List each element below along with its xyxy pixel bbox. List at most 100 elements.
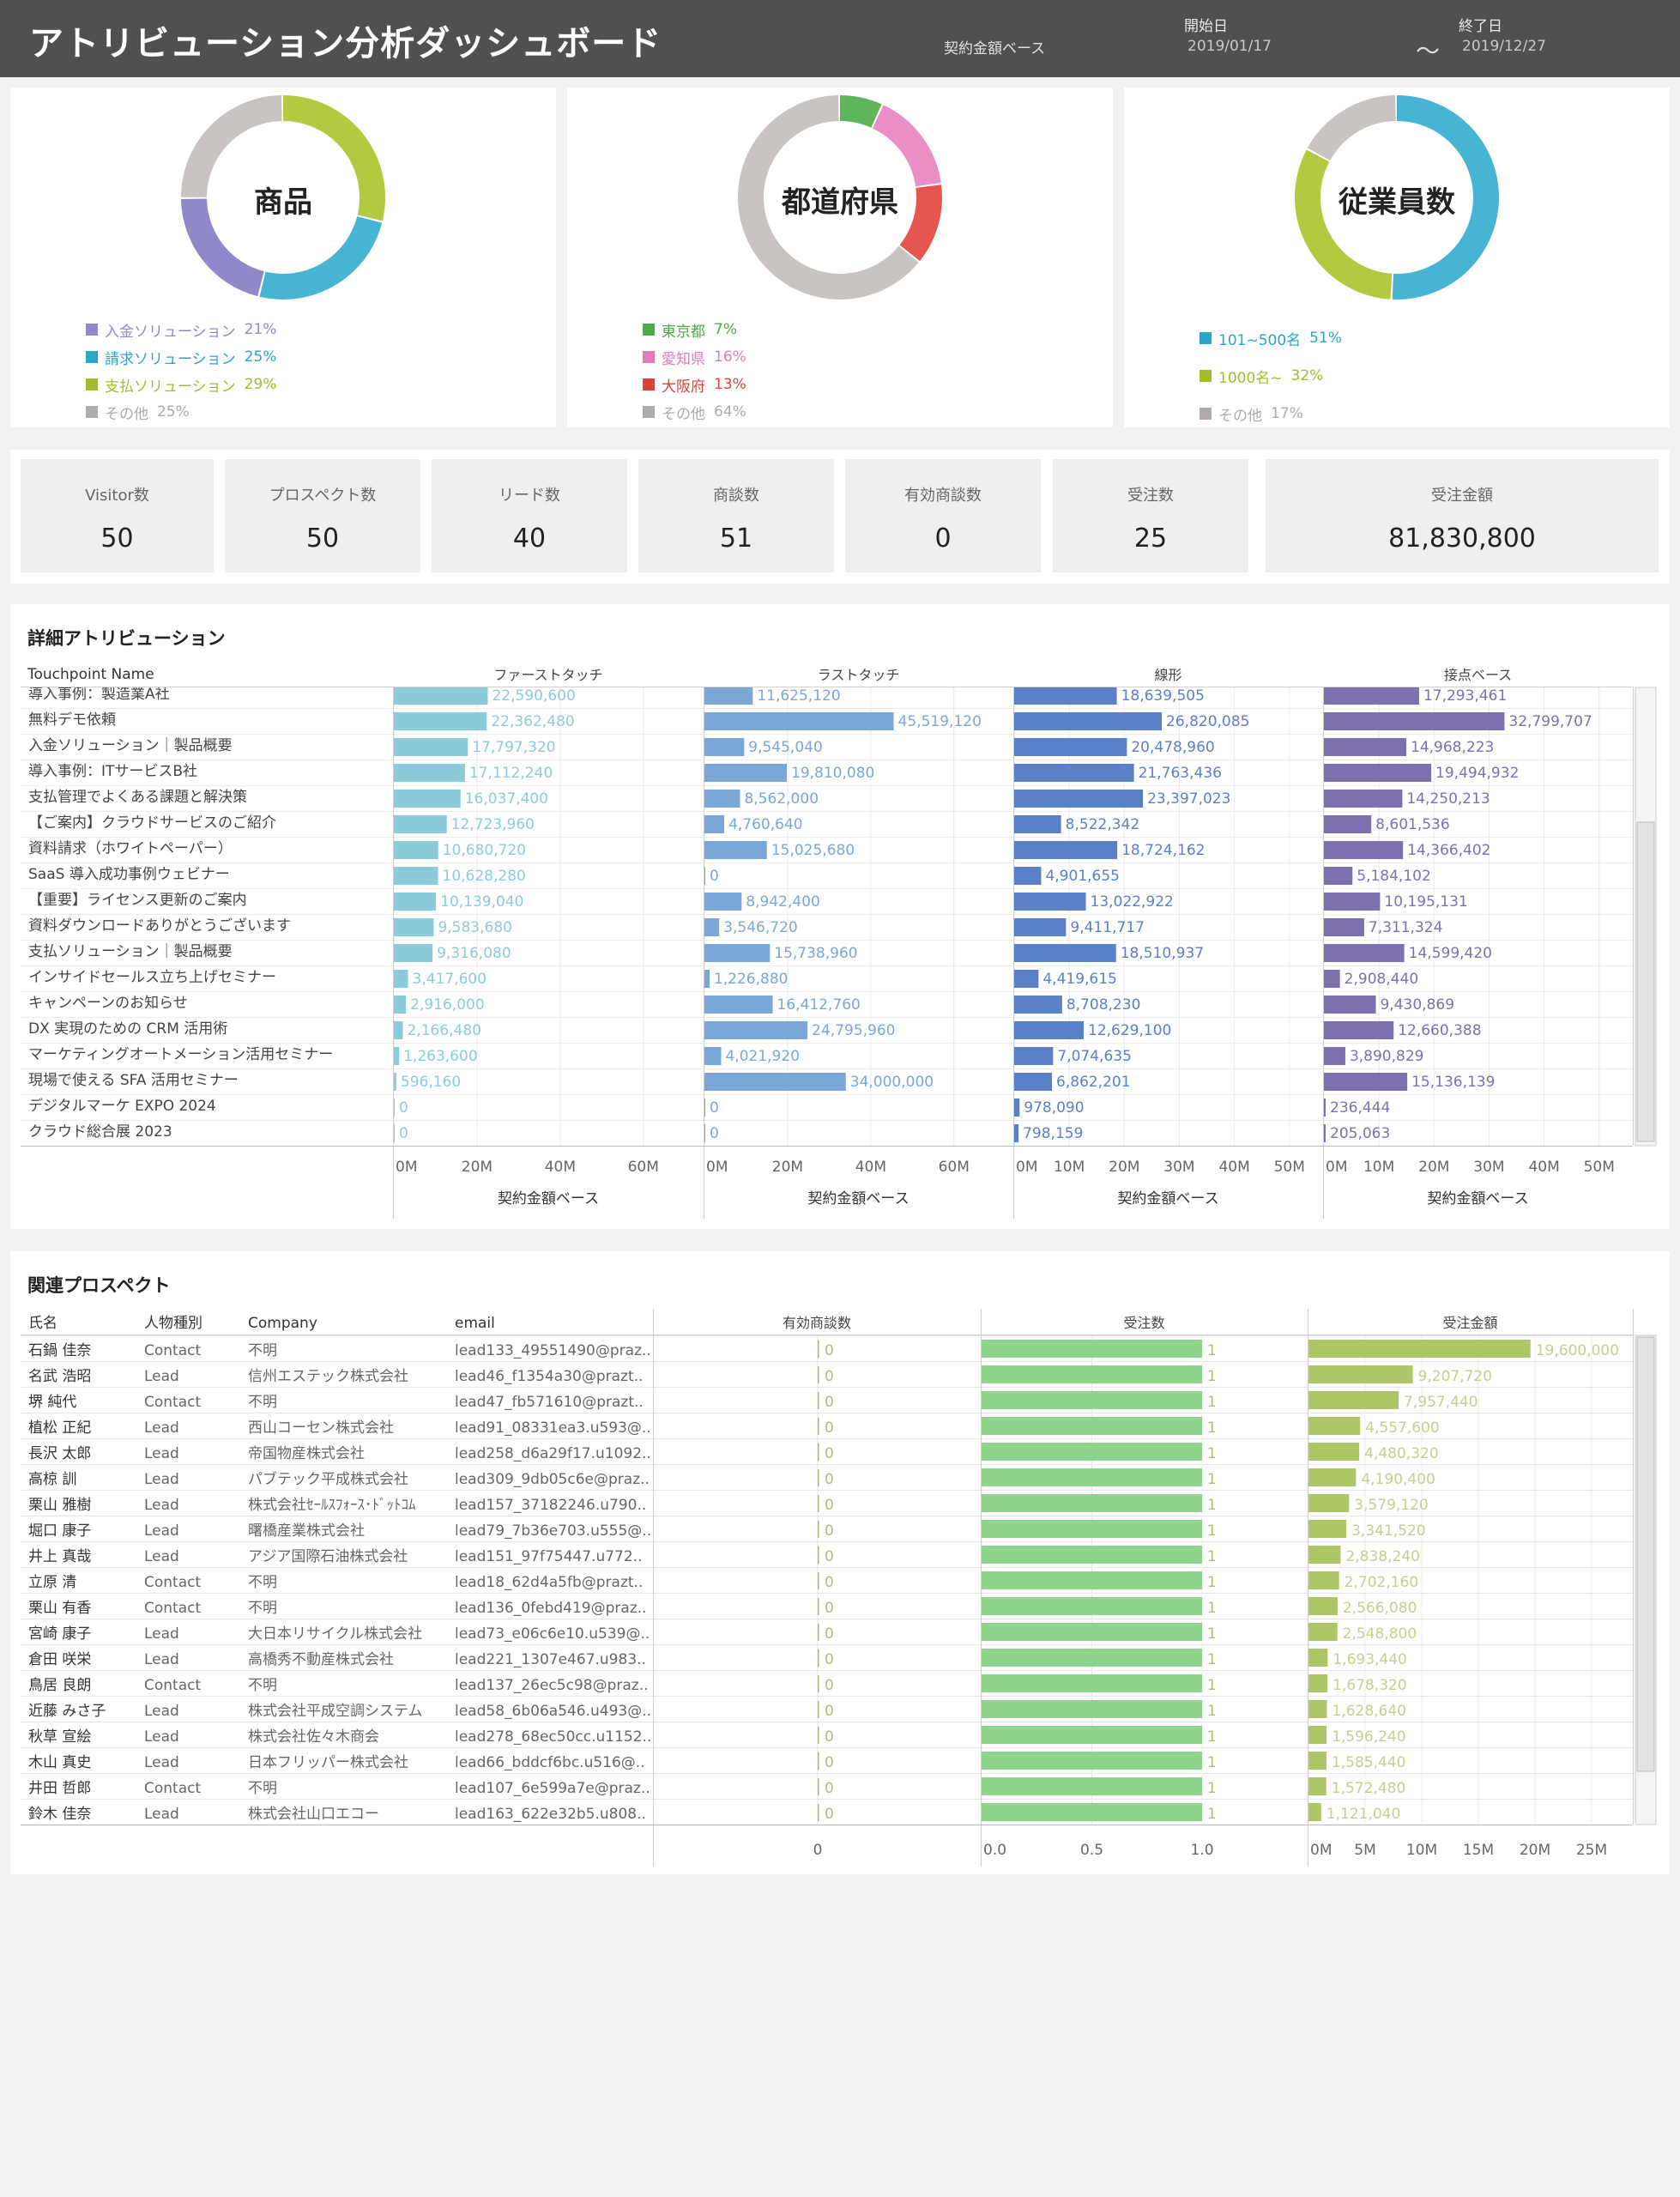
prospect-bar[interactable]	[1308, 1365, 1413, 1383]
touchpoint-label[interactable]: SaaS 導入成功事例ウェビナー	[28, 866, 230, 883]
attribution-bar[interactable]	[394, 712, 487, 730]
attribution-bar[interactable]	[704, 918, 720, 936]
prospect-bar[interactable]	[1308, 1726, 1327, 1744]
prospect-bar[interactable]	[1308, 1700, 1327, 1718]
attribution-bar[interactable]	[1324, 764, 1432, 782]
touchpoint-label[interactable]: 無料デモ依頼	[28, 711, 116, 729]
prospect-cell[interactable]: Lead	[144, 1548, 179, 1565]
legend-item[interactable]: 1000名~ 32%	[1200, 357, 1342, 395]
prospect-bar[interactable]	[982, 1340, 1202, 1358]
prospect-cell[interactable]: Lead	[144, 1625, 179, 1643]
prospect-bar[interactable]	[1308, 1752, 1326, 1770]
prospect-bar[interactable]	[982, 1803, 1202, 1821]
attribution-bar[interactable]	[704, 1098, 705, 1117]
touchpoint-label[interactable]: 【重要】ライセンス更新のご案内	[28, 892, 247, 909]
prospect-bar[interactable]	[818, 1521, 819, 1538]
prospect-cell[interactable]: 不明	[248, 1342, 277, 1359]
attribution-bar[interactable]	[704, 996, 773, 1014]
attribution-bar[interactable]	[1014, 867, 1042, 885]
attribution-bar[interactable]	[704, 893, 742, 911]
touchpoint-label[interactable]: 資料ダウンロードありがとうございます	[28, 917, 291, 935]
prospect-cell[interactable]: Lead	[144, 1419, 179, 1437]
attribution-bar[interactable]	[1324, 944, 1405, 962]
prospect-bar[interactable]	[1308, 1803, 1321, 1821]
prospect-cell[interactable]: lead46_f1354a30@prazt..	[455, 1368, 643, 1385]
attribution-bar[interactable]	[704, 1047, 722, 1065]
prospect-bar[interactable]	[1308, 1520, 1347, 1538]
prospect-cell[interactable]: lead278_68ec50cc.u1152..	[455, 1728, 651, 1746]
prospect-bar[interactable]	[982, 1391, 1202, 1409]
attribution-bar[interactable]	[1014, 893, 1086, 911]
prospect-cell[interactable]: Contact	[144, 1574, 201, 1591]
prospect-cell[interactable]: lead157_37182246.u790..	[455, 1497, 646, 1514]
attribution-bar[interactable]	[1324, 1073, 1408, 1091]
prospect-cell[interactable]: Lead	[144, 1497, 179, 1514]
prospect-cell[interactable]: lead137_26ec5c98@praz..	[455, 1677, 649, 1694]
prospect-cell[interactable]: 近藤 みさ子	[28, 1703, 106, 1720]
prospect-bar[interactable]	[818, 1804, 819, 1821]
prospect-cell[interactable]: lead58_6b06a546.u493@..	[455, 1703, 651, 1720]
prospect-bar[interactable]	[1308, 1340, 1531, 1358]
prospect-bar[interactable]	[982, 1468, 1202, 1486]
attribution-bar[interactable]	[704, 712, 894, 730]
attribution-bar[interactable]	[1324, 738, 1407, 756]
prospect-bar[interactable]	[818, 1727, 819, 1744]
prospect-bar[interactable]	[818, 1392, 819, 1409]
attribution-bar[interactable]	[1324, 1047, 1345, 1065]
attribution-bar[interactable]	[1324, 841, 1404, 859]
prospect-cell[interactable]: lead309_9db05c6e@praz..	[455, 1471, 650, 1488]
attribution-bar[interactable]	[394, 1124, 395, 1142]
prospect-cell[interactable]: 不明	[248, 1780, 277, 1797]
attribution-bar[interactable]	[394, 944, 433, 962]
attribution-bar[interactable]	[1014, 712, 1163, 730]
attribution-bar[interactable]	[1014, 1124, 1019, 1142]
scrollbar-thumb[interactable]	[1636, 821, 1655, 1142]
prospect-cell[interactable]: 不明	[248, 1600, 277, 1617]
prospect-bar[interactable]	[818, 1572, 819, 1589]
attribution-bar[interactable]	[704, 738, 745, 756]
attribution-bar[interactable]	[704, 764, 788, 782]
touchpoint-label[interactable]: キャンペーンのお知らせ	[28, 995, 188, 1012]
attribution-bar[interactable]	[704, 944, 771, 962]
attribution-bar[interactable]	[394, 918, 434, 936]
prospect-cell[interactable]: パブテック平成株式会社	[248, 1470, 408, 1488]
prospect-bar[interactable]	[818, 1546, 819, 1564]
attribution-bar[interactable]	[1324, 1124, 1326, 1142]
prospect-bar[interactable]	[818, 1418, 819, 1435]
prospect-bar[interactable]	[982, 1649, 1202, 1667]
prospect-cell[interactable]: lead79_7b36e703.u555@..	[455, 1522, 651, 1540]
prospect-bar[interactable]	[818, 1598, 819, 1615]
kpi-card-1[interactable]: Visitor数 50	[21, 459, 214, 572]
prospect-bar[interactable]	[982, 1700, 1202, 1718]
prospect-bar[interactable]	[818, 1341, 819, 1358]
attribution-bar[interactable]	[394, 764, 465, 782]
attribution-bar[interactable]	[1324, 1021, 1394, 1039]
prospect-cell[interactable]: Lead	[144, 1471, 179, 1488]
touchpoint-label[interactable]: DX 実現のための CRM 活用術	[28, 1020, 227, 1038]
prospect-cell[interactable]: Contact	[144, 1600, 201, 1617]
basis-label[interactable]: 契約金額ベース	[944, 40, 1046, 57]
attribution-bar[interactable]	[1014, 815, 1061, 833]
attribution-bar[interactable]	[1014, 790, 1144, 808]
attribution-bar[interactable]	[1014, 738, 1127, 756]
attribution-bar[interactable]	[394, 1021, 403, 1039]
prospect-bar[interactable]	[818, 1701, 819, 1718]
prospect-cell[interactable]: 信州エステック株式会社	[248, 1368, 408, 1385]
prospect-bar[interactable]	[982, 1494, 1202, 1512]
start-date-value[interactable]: 2019/01/17	[1187, 38, 1272, 55]
attribution-bar[interactable]	[704, 687, 753, 705]
prospect-bar[interactable]	[818, 1443, 819, 1461]
kpi-card-2[interactable]: プロスペクト数 50	[225, 459, 420, 572]
prospect-bar[interactable]	[1308, 1494, 1350, 1512]
kpi-card-4[interactable]: 商談数 51	[638, 459, 834, 572]
prospect-cell[interactable]: lead91_08331ea3.u593@..	[455, 1419, 651, 1437]
attribution-bar[interactable]	[394, 841, 438, 859]
prospect-cell[interactable]: 大日本リサイクル株式会社	[248, 1625, 422, 1643]
prospect-bar[interactable]	[1308, 1443, 1360, 1461]
prospect-cell[interactable]: 高椋 訓	[28, 1471, 76, 1488]
legend-item[interactable]: その他 25%	[86, 398, 276, 426]
prospect-cell[interactable]: 秋草 宣絵	[28, 1728, 91, 1746]
attribution-bar[interactable]	[394, 738, 468, 756]
prospect-bar[interactable]	[818, 1649, 819, 1667]
prospect-cell[interactable]: Contact	[144, 1780, 201, 1797]
